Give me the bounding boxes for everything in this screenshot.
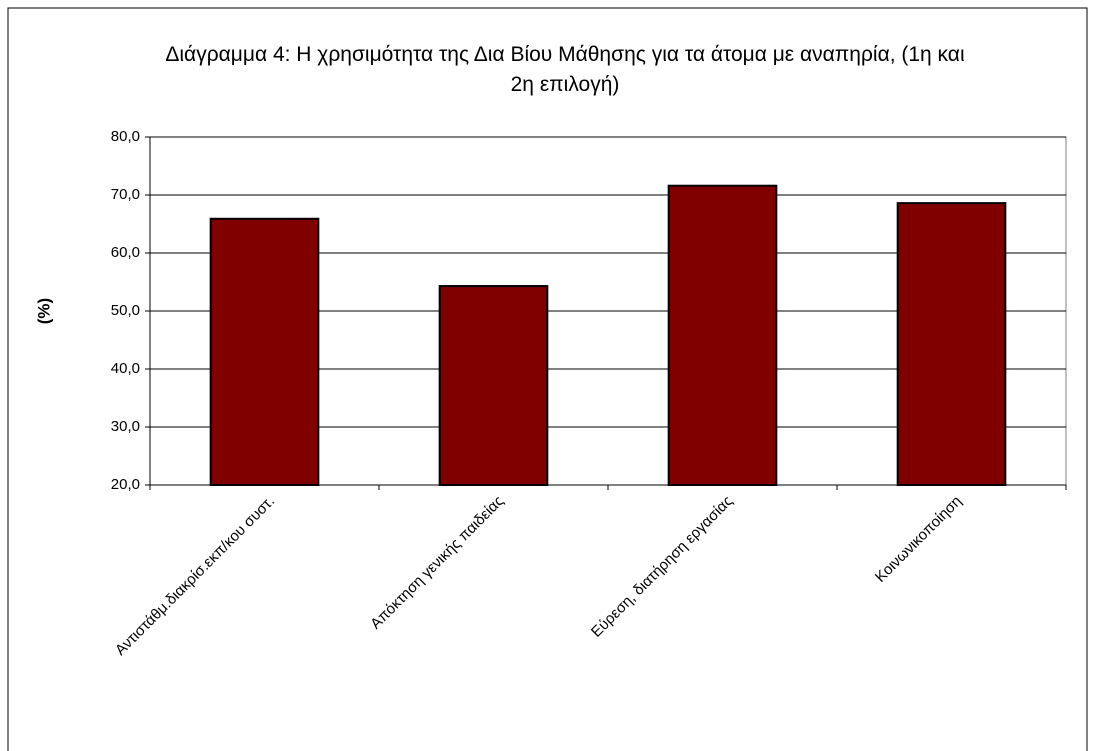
x-tick-label: Εύρεση, διατήρηση εργασίας	[588, 493, 736, 641]
bar	[896, 202, 1007, 486]
y-axis-label: (%)	[34, 298, 53, 324]
y-tick-label: 50,0	[111, 302, 140, 319]
y-tick-label: 20,0	[111, 476, 140, 493]
y-tick-label: 70,0	[111, 186, 140, 203]
chart-border	[7, 7, 1088, 751]
x-tick-label: Κοινωνικοποίηση	[872, 493, 965, 586]
y-tick-label: 60,0	[111, 244, 140, 261]
chart-title: Διάγραμμα 4: Η χρησιμότητα της Δια Βίου …	[165, 43, 965, 96]
y-tick-label: 80,0	[111, 128, 140, 145]
y-tick-label: 40,0	[111, 360, 140, 377]
x-tick-label: Απόκτηση γενικής παιδείας	[367, 493, 507, 633]
y-tick-label: 30,0	[111, 418, 140, 435]
bar	[209, 217, 320, 486]
bar	[438, 285, 549, 486]
x-tick-label: Αντιστάθμ.διακρίσ.εκπ/κου συστ.	[112, 493, 278, 659]
bar	[667, 184, 778, 486]
